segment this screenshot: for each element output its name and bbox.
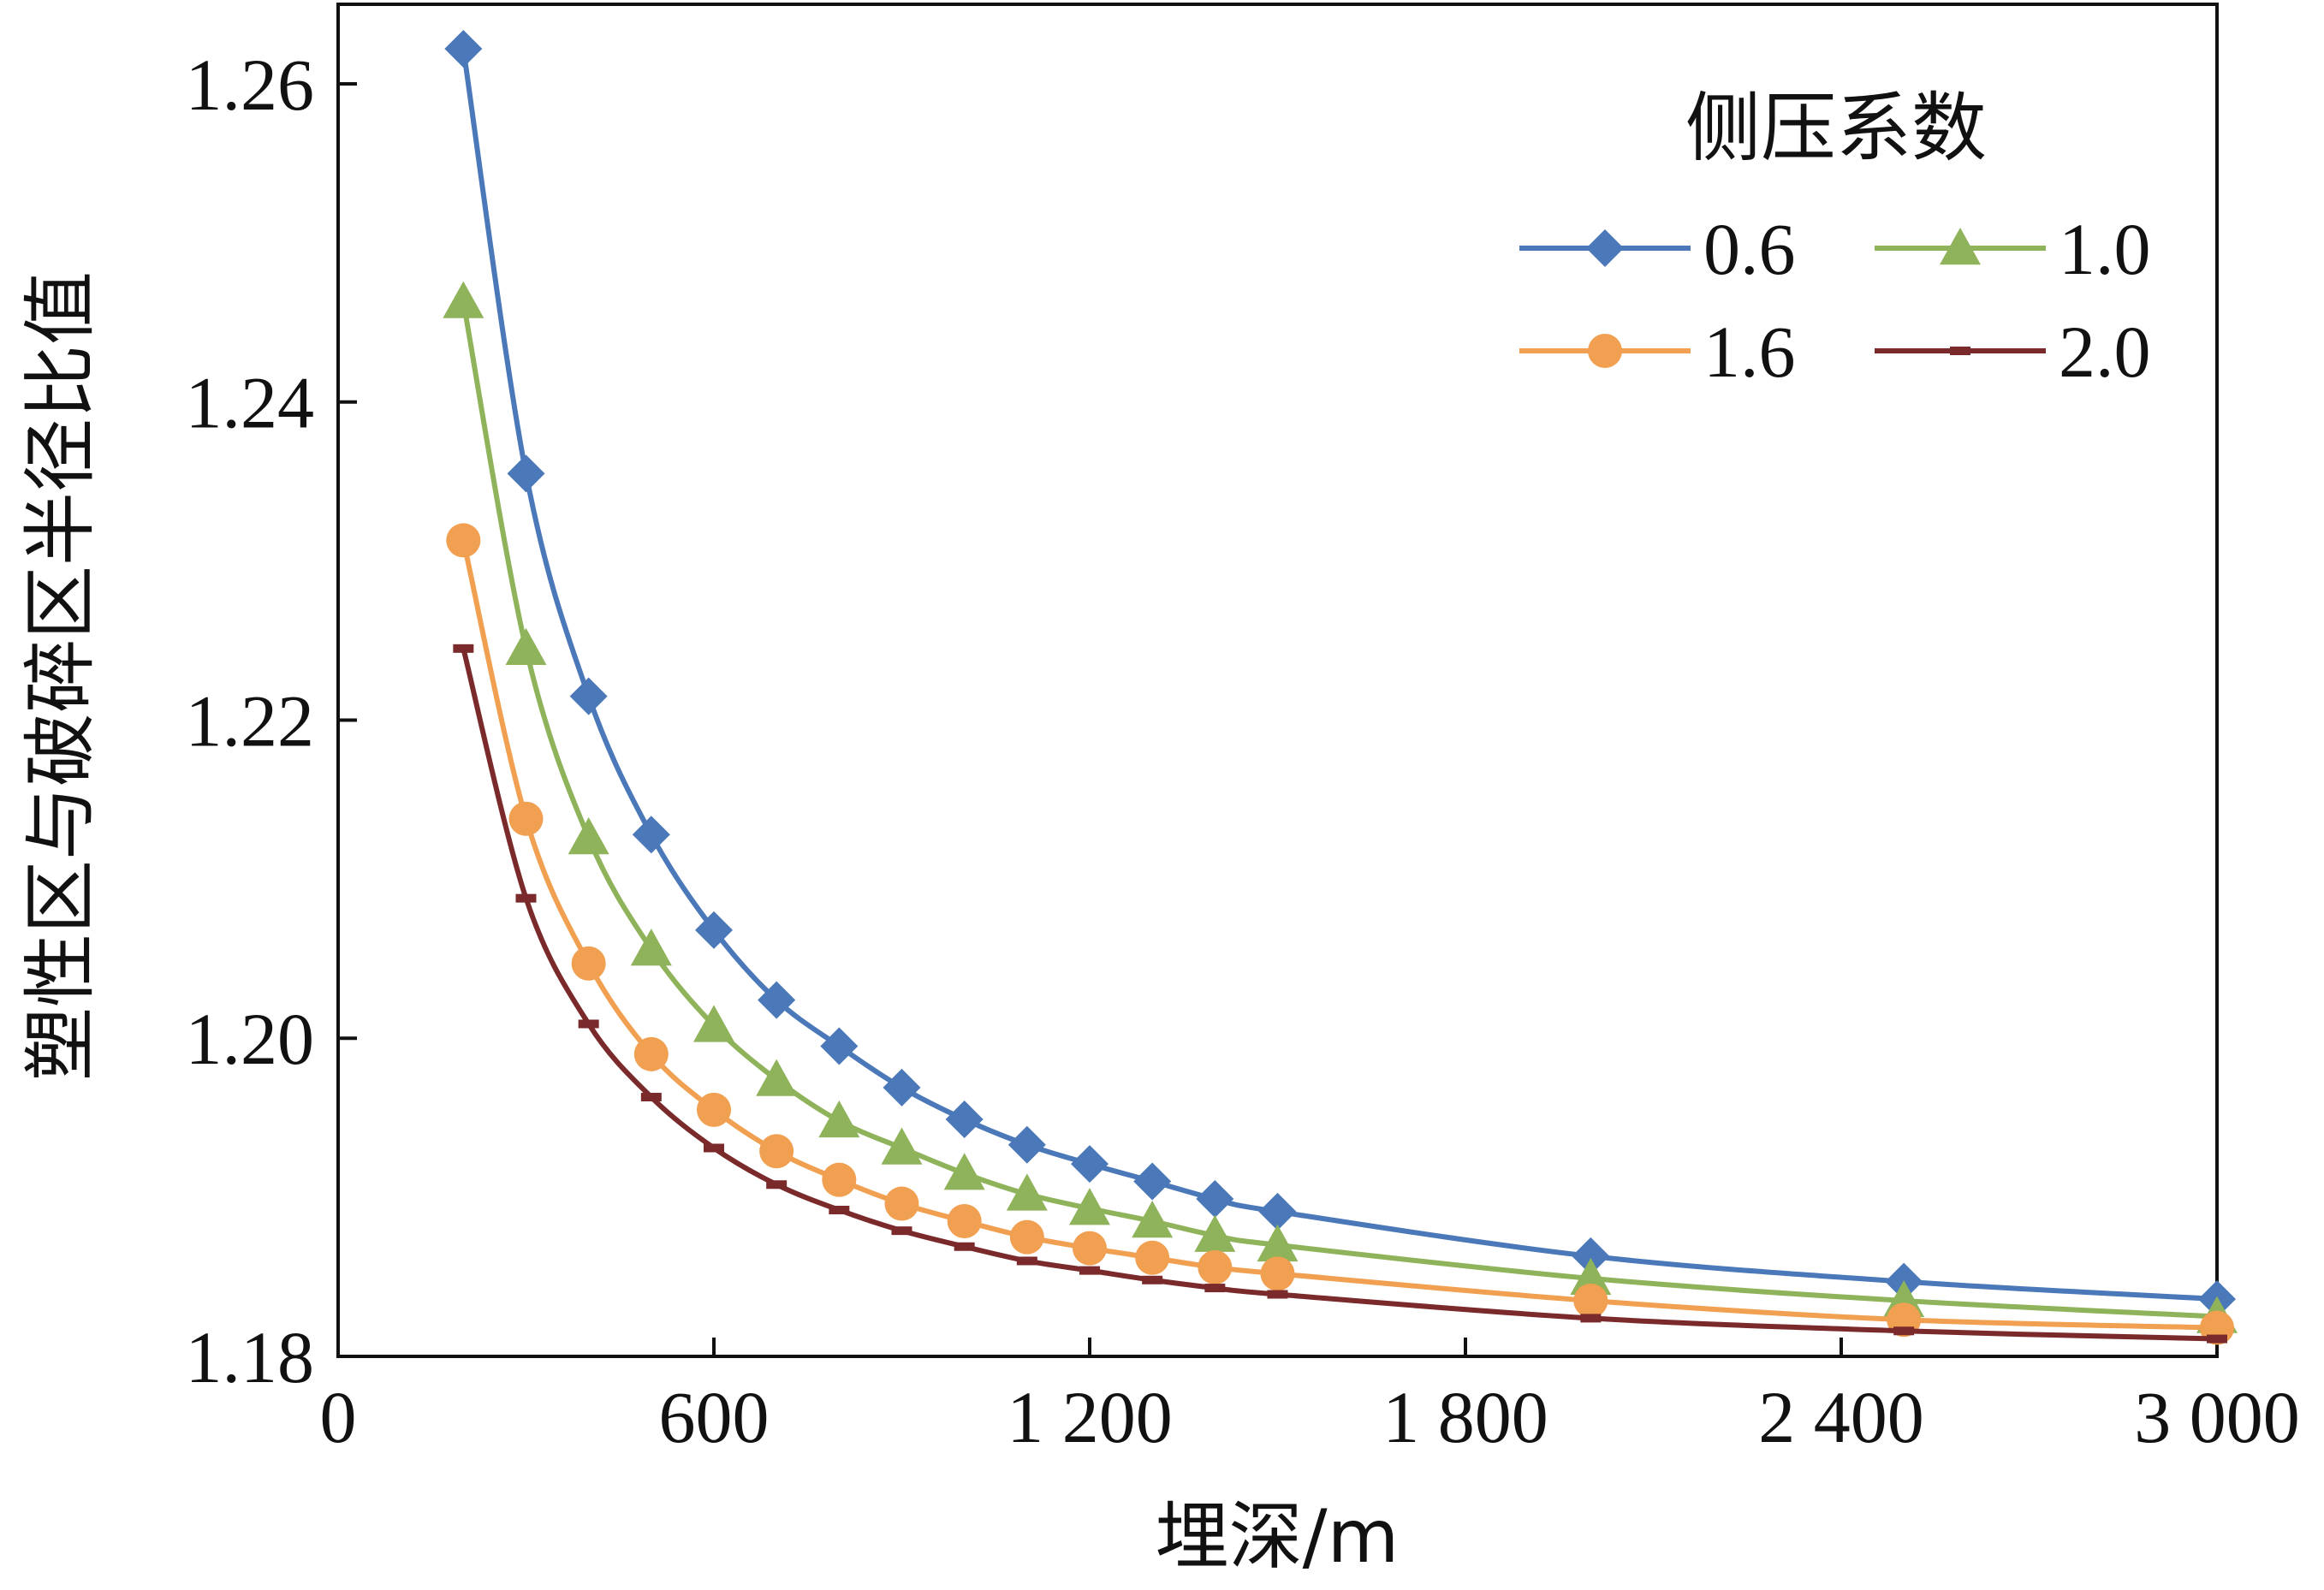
series-line (461, 648, 2218, 1342)
data-point (515, 893, 537, 903)
data-point (1006, 1173, 1048, 1211)
data-point (569, 677, 608, 715)
data-point (1132, 1201, 1174, 1238)
legend-marker (1940, 228, 1981, 265)
x-tick-label: 1 800 (1382, 1376, 1548, 1458)
data-point (571, 946, 606, 981)
data-point (1893, 1326, 1915, 1336)
data-point (568, 817, 609, 855)
data-point (1196, 1179, 1234, 1218)
data-point (1260, 1256, 1295, 1291)
data-point (1009, 1219, 1044, 1255)
data-point (822, 1162, 857, 1197)
y-axis-label: 塑性区与破碎区半径比值 (18, 271, 104, 1081)
data-point (1133, 1162, 1172, 1201)
data-point (693, 1005, 734, 1042)
data-point (1580, 1314, 1602, 1323)
data-point (444, 30, 483, 68)
data-point (945, 1101, 984, 1139)
data-point (640, 1093, 662, 1102)
data-point (1194, 1214, 1236, 1252)
legend-label: 0.6 (1703, 208, 1796, 290)
data-point (766, 1180, 788, 1190)
data-point (453, 644, 474, 653)
y-tick-label: 1.24 (186, 362, 315, 444)
data-point (1071, 1145, 1109, 1184)
data-point (1142, 1275, 1163, 1284)
data-point (1079, 1266, 1100, 1275)
x-tick-label: 600 (659, 1376, 770, 1458)
data-point (759, 1134, 794, 1169)
data-point (507, 454, 545, 493)
legend-entry-2.0: 2.0 (1875, 311, 2151, 393)
legend-label: 2.0 (2059, 311, 2151, 393)
legend-label: 1.0 (2059, 208, 2151, 290)
data-point (508, 801, 544, 836)
data-point (630, 928, 672, 966)
data-point (943, 1153, 985, 1190)
legend-entry-0.6: 0.6 (1519, 208, 1796, 290)
legend-marker (1586, 229, 1624, 267)
data-point (756, 1059, 798, 1096)
data-point (704, 1143, 724, 1153)
legend-label: 1.6 (1703, 311, 1796, 393)
data-point (1198, 1249, 1233, 1284)
data-point (891, 1226, 912, 1236)
data-point (695, 911, 733, 949)
series-2.0 (453, 644, 2227, 1344)
data-point (1257, 1224, 1299, 1262)
data-point (697, 1092, 731, 1127)
data-point (947, 1204, 982, 1238)
data-point (505, 627, 547, 666)
data-point (1572, 1237, 1610, 1275)
data-point (1016, 1256, 1037, 1266)
data-point (1570, 1257, 1612, 1296)
legend-entry-1.0: 1.0 (1875, 208, 2151, 290)
data-point (818, 1100, 860, 1138)
data-point (1007, 1125, 1046, 1164)
y-axis-ticks: 1.18 1.20 1.22 1.24 1.26 (186, 44, 357, 1398)
data-point (954, 1242, 975, 1251)
legend: 侧压系数 0.6 1.0 1.6 2.0 (1519, 84, 2151, 393)
y-tick-label: 1.20 (186, 998, 315, 1080)
data-point (1258, 1192, 1297, 1231)
series-1.0 (443, 281, 2238, 1333)
data-point (884, 1186, 919, 1221)
data-point (1573, 1283, 1608, 1318)
plot-frame (336, 3, 2219, 1358)
data-point (1069, 1188, 1110, 1225)
series-0.6 (444, 30, 2236, 1319)
series-line (461, 301, 2218, 1320)
data-point (632, 816, 670, 854)
legend-title: 侧压系数 (1685, 84, 1987, 172)
legend-marker (1950, 347, 1970, 355)
legend-marker (1588, 334, 1622, 368)
data-point (446, 523, 481, 558)
data-point (758, 981, 796, 1019)
data-point (883, 1068, 921, 1106)
data-point (820, 1027, 859, 1065)
x-tick-label: 1 200 (1007, 1376, 1173, 1458)
y-tick-label: 1.18 (186, 1316, 315, 1398)
data-point (2207, 1334, 2227, 1344)
y-tick-label: 1.26 (186, 44, 315, 126)
data-point (829, 1205, 850, 1214)
series-layer (443, 30, 2238, 1345)
data-point (578, 1019, 599, 1029)
x-tick-label: 2 400 (1758, 1376, 1924, 1458)
legend-entry-1.6: 1.6 (1519, 311, 1796, 393)
x-tick-label: 3 000 (2134, 1376, 2300, 1458)
y-tick-label: 1.22 (186, 679, 315, 762)
x-axis-ticks: 0 600 1 200 1 800 2 400 3 000 (320, 1338, 2300, 1458)
data-point (1204, 1284, 1226, 1293)
data-point (633, 1036, 669, 1071)
data-point (1135, 1240, 1170, 1275)
data-point (443, 281, 484, 318)
x-tick-label: 0 (320, 1376, 357, 1458)
data-point (1073, 1231, 1107, 1266)
x-axis-label: 埋深/m (1156, 1494, 1400, 1580)
data-point (881, 1127, 923, 1165)
data-point (1267, 1290, 1288, 1299)
